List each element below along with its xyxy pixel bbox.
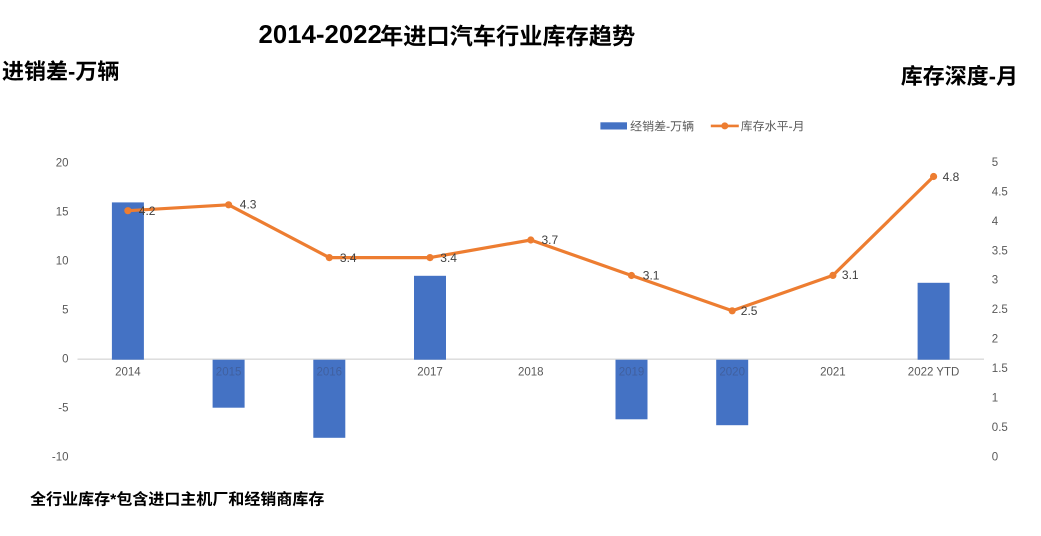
- svg-text:2016: 2016: [317, 366, 343, 378]
- svg-text:-5: -5: [58, 403, 68, 415]
- svg-text:-10: -10: [52, 452, 69, 464]
- svg-text:2022 YTD: 2022 YTD: [908, 366, 960, 378]
- svg-text:1: 1: [992, 393, 998, 405]
- svg-text:4.8: 4.8: [943, 170, 960, 184]
- svg-text:0: 0: [62, 354, 68, 366]
- svg-text:10: 10: [56, 256, 69, 268]
- svg-text:5: 5: [62, 305, 68, 317]
- svg-text:4.2: 4.2: [139, 204, 156, 218]
- svg-text:4: 4: [992, 216, 999, 228]
- svg-text:5: 5: [992, 157, 998, 169]
- svg-text:1.5: 1.5: [992, 363, 1008, 375]
- svg-text:2: 2: [992, 334, 998, 346]
- svg-text:2020: 2020: [719, 366, 745, 378]
- svg-text:3: 3: [992, 275, 998, 287]
- svg-text:2.5: 2.5: [741, 304, 758, 318]
- svg-text:20: 20: [56, 158, 69, 170]
- svg-text:2018: 2018: [518, 366, 544, 378]
- svg-text:2021: 2021: [820, 366, 846, 378]
- svg-text:3.1: 3.1: [643, 269, 660, 283]
- svg-text:3.4: 3.4: [340, 251, 357, 265]
- svg-text:2.5: 2.5: [992, 304, 1008, 316]
- svg-text:15: 15: [56, 207, 69, 219]
- svg-text:2017: 2017: [417, 366, 443, 378]
- svg-text:3.1: 3.1: [842, 268, 859, 282]
- svg-text:4.3: 4.3: [240, 198, 257, 212]
- svg-text:3.4: 3.4: [440, 251, 457, 265]
- svg-text:4.5: 4.5: [992, 186, 1008, 198]
- svg-text:2019: 2019: [619, 366, 645, 378]
- svg-text:2014: 2014: [115, 366, 141, 378]
- svg-text:2015: 2015: [216, 366, 242, 378]
- svg-text:3.5: 3.5: [992, 245, 1008, 257]
- svg-text:0: 0: [992, 452, 998, 464]
- svg-text:3.7: 3.7: [542, 233, 559, 247]
- svg-text:0.5: 0.5: [992, 422, 1008, 434]
